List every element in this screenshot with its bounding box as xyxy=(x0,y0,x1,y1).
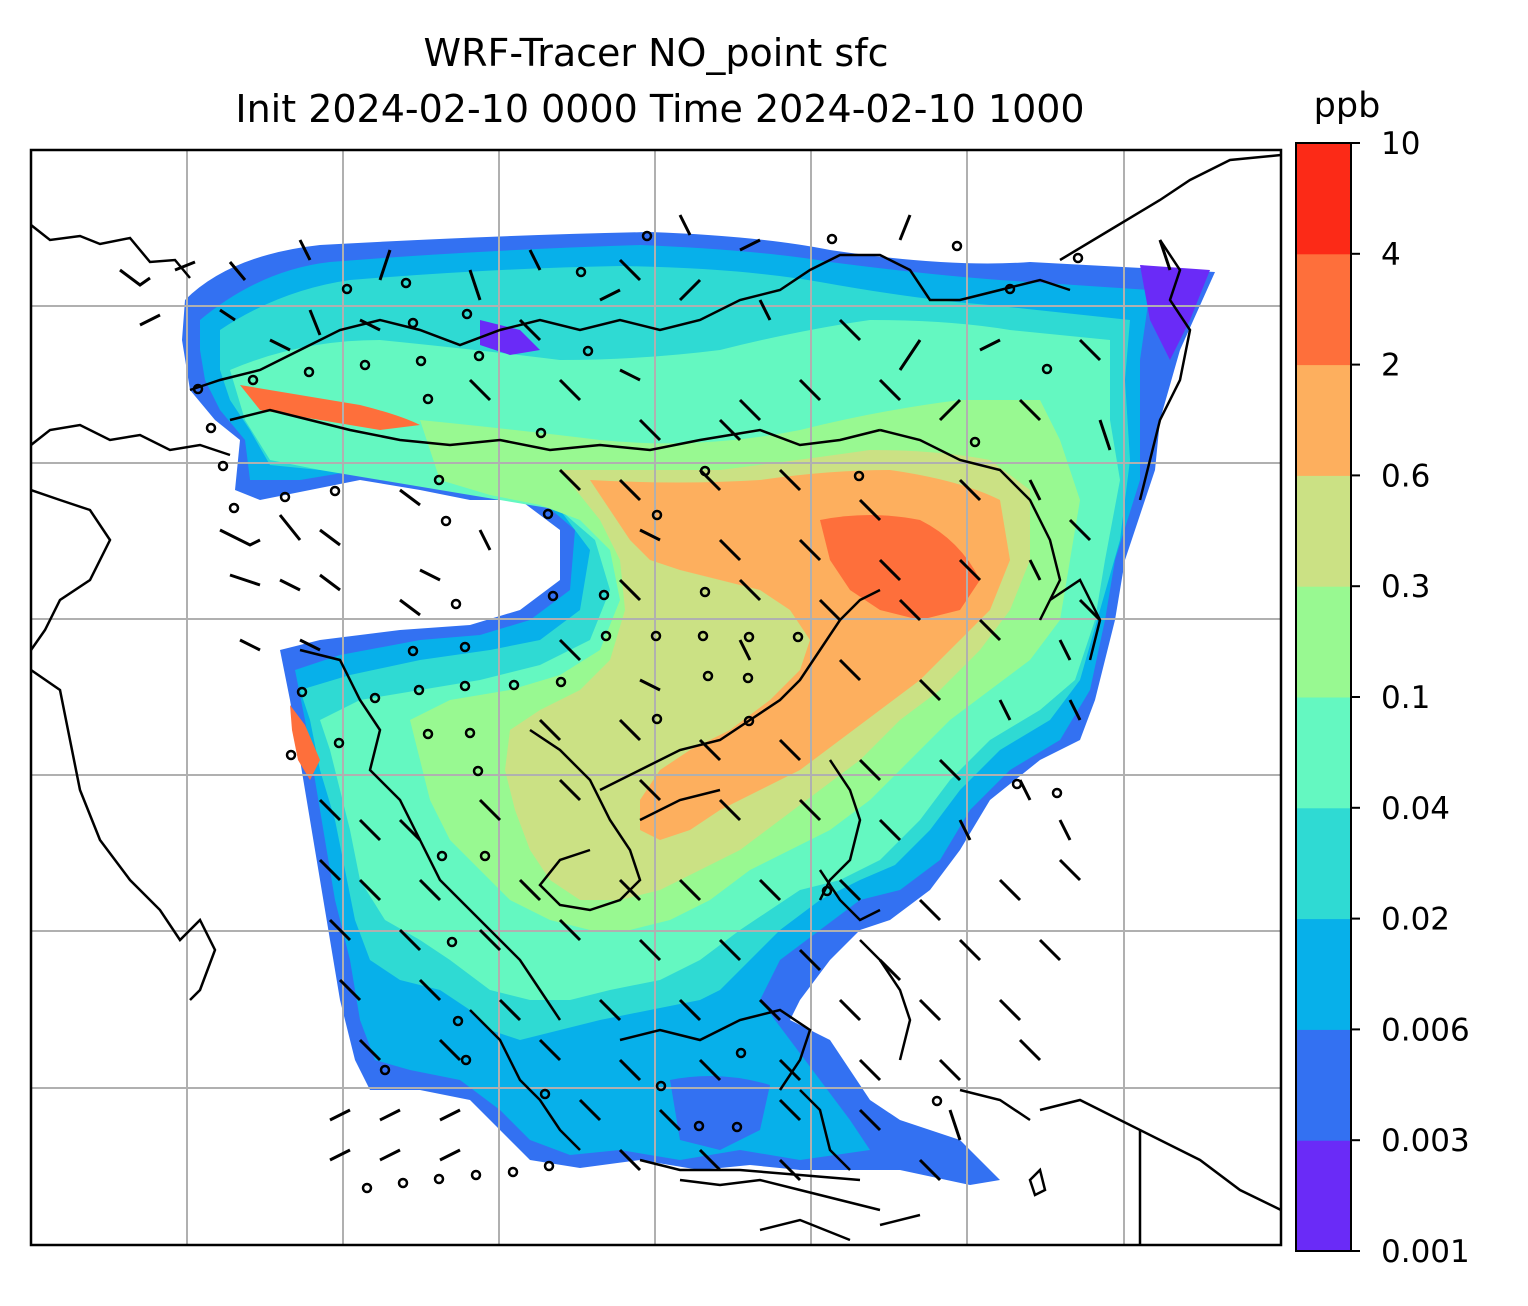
map-frame xyxy=(29,148,1283,1247)
colorbar-tick-label: 0.006 xyxy=(1381,1012,1470,1048)
colorbar-segment xyxy=(1296,143,1351,255)
title-line-1: WRF-Tracer NO_point sfc xyxy=(424,31,889,75)
colorbar-segment xyxy=(1296,1140,1351,1252)
gridlines xyxy=(31,150,1281,1245)
map-panel xyxy=(31,150,1281,1245)
colorbar-tick-label: 2 xyxy=(1381,348,1401,384)
colorbar-segment xyxy=(1296,475,1351,587)
coastlines xyxy=(31,153,1281,1245)
colorbar-tick-label: 0.6 xyxy=(1381,458,1430,494)
colorbar-segment xyxy=(1296,697,1351,809)
colorbar-segment xyxy=(1296,1029,1351,1141)
colorbar-ticks: 0.001 0.003 0.006 0.02 0.04 0.1 0.3 0.6 2 4 10 xyxy=(1351,126,1470,1270)
colorbar-segment xyxy=(1296,586,1351,698)
colorbar: ppb 0.001 0.003 0.006 0.02 0.04 0.1 0.3 0.6 2 4 10 xyxy=(1295,86,1470,1270)
colorbar-tick-label: 0.02 xyxy=(1381,902,1450,938)
colorbar-tick-label: 4 xyxy=(1381,237,1401,273)
colorbar-segments xyxy=(1296,143,1351,1252)
colorbar-segment xyxy=(1296,807,1351,920)
colorbar-segment xyxy=(1296,364,1351,476)
colorbar-unit-label: ppb xyxy=(1314,86,1381,126)
wind-barbs xyxy=(119,214,1172,1182)
title-line-2: Init 2024-02-10 0000 Time 2024-02-10 100… xyxy=(235,87,1084,131)
colorbar-segment xyxy=(1296,253,1351,366)
colorbar-tick-label: 0.003 xyxy=(1381,1123,1470,1159)
colorbar-tick-label: 0.04 xyxy=(1381,791,1450,827)
calm-wind-markers xyxy=(192,230,1084,1194)
colorbar-segment xyxy=(1296,918,1351,1030)
colorbar-tick-label: 0.001 xyxy=(1381,1234,1470,1270)
colorbar-tick-label: 10 xyxy=(1381,126,1420,162)
colorbar-tick-label: 0.3 xyxy=(1381,569,1430,605)
colorbar-tick-label: 0.1 xyxy=(1381,680,1430,716)
